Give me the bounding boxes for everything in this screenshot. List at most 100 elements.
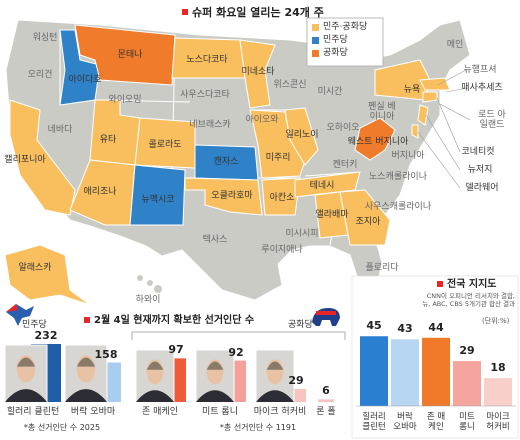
legend-label: 공화당 [323, 48, 348, 58]
state-label: 뉴욕 [403, 85, 421, 95]
state-region [59, 29, 101, 106]
state-label: 로드 아일랜드 [478, 110, 506, 130]
state-label: 아이오와 [245, 115, 279, 125]
candidate-body [196, 390, 234, 402]
delegate-value: 6 [322, 384, 330, 398]
state-label: 조지아 [355, 217, 381, 227]
x-tick-label: 존 매케인 [426, 412, 446, 432]
state-label: 미시간 [317, 87, 343, 97]
state-label: 위스콘신 [273, 80, 307, 90]
state-label: 펜실 베이니아 [368, 102, 396, 122]
x-tick-label: 미트 롬니 [459, 412, 475, 432]
legend-swatch [312, 37, 319, 44]
chart-subtitle: CNN이 오피니언 리서치와 결합, 뉴, ABC, CBS 5개기관 합산 결… [422, 292, 515, 308]
candidate-name: 마이크 허커비 [253, 407, 307, 417]
state-label: 텍사스 [202, 235, 228, 245]
state-label: 네브래스카 [189, 120, 231, 130]
legend-swatch [312, 50, 319, 57]
bar [453, 361, 481, 406]
chart-title: 전국 지지도 [447, 279, 497, 290]
state-label: 네바다 [47, 125, 73, 135]
state-region [239, 39, 276, 109]
delegate-value: 97 [168, 343, 184, 357]
state-region [261, 177, 301, 216]
party-label: 민주당 [22, 320, 47, 330]
bar [422, 337, 450, 406]
state-label: 뉴저지 [467, 165, 493, 175]
legend-label: 민주·공화당 [323, 22, 368, 32]
donkey-accent [6, 304, 18, 312]
candidate-hair [146, 361, 164, 370]
state-label: 미주리 [265, 153, 291, 163]
hawaii-island [137, 275, 143, 281]
candidate-name: 론 폴 [316, 407, 336, 417]
state-label: 알래스카 [18, 263, 52, 273]
state-label: 오하이오 [326, 123, 360, 133]
state-region [339, 189, 391, 246]
hawaii-island [154, 285, 162, 293]
candidate-body [256, 390, 294, 402]
candidate-name: 버락 오바마 [70, 407, 116, 417]
state-region [129, 164, 186, 226]
state-region [9, 99, 76, 216]
state-region [284, 107, 319, 166]
chart-title-marker [437, 281, 443, 287]
candidate-hair [206, 361, 224, 370]
candidate-body [136, 390, 174, 402]
title-marker [182, 9, 188, 15]
leader-line [437, 69, 467, 86]
delegate-value: 158 [94, 347, 118, 361]
delegate-value: 92 [228, 345, 244, 359]
bar [391, 339, 419, 406]
delegates-note: *총 선거인단 수 2025 [23, 423, 101, 432]
party-label: 공화당 [288, 320, 313, 330]
candidate-name: 미트 롬니 [202, 407, 238, 417]
state-label: 뉴멕시코 [141, 195, 175, 205]
state-label: 일리노이 [285, 130, 319, 140]
candidate-body [5, 389, 47, 402]
value-label: 45 [366, 319, 382, 333]
leader-line [425, 114, 461, 171]
delegates-note: *총 선거인단 수 1191 [219, 423, 297, 432]
state-label: 캘리포니아 [4, 155, 46, 165]
state-label: 플로리다 [365, 263, 399, 273]
state-label: 유타 [99, 135, 117, 145]
state-label: 아칸소 [269, 193, 295, 203]
map-title: 슈퍼 화요일 열리는 24개 주 [192, 6, 324, 19]
state-region [4, 244, 91, 306]
delegate-value: 29 [288, 373, 304, 387]
group-bracket [131, 331, 346, 340]
state-label: 몬태나 [117, 50, 143, 60]
section-marker [84, 317, 90, 323]
state-region [354, 117, 396, 161]
state-region [184, 177, 263, 216]
state-label: 미시시피 [285, 229, 319, 239]
state-label: 하와이 [135, 295, 161, 305]
state-label: 앨라배마 [315, 210, 349, 220]
state-label: 와이오밍 [108, 95, 142, 105]
state-region [417, 104, 429, 126]
bar [484, 378, 512, 406]
leader-line [436, 97, 461, 153]
value-label: 18 [490, 361, 506, 375]
state-label: 테네시 [309, 181, 335, 191]
state-region [422, 91, 438, 103]
state-label: 오클라호마 [211, 191, 253, 201]
candidate-hair [76, 357, 96, 367]
x-tick-label: 힐러리 클린턴 [362, 412, 386, 432]
value-label: 44 [428, 320, 444, 334]
state-label: 캔자스 [213, 157, 239, 167]
state-label: 노스캐롤라이나 [369, 172, 427, 182]
candidate-body [65, 389, 107, 402]
state-label: 버지니아 [391, 151, 425, 161]
state-label: 켄터키 [332, 160, 358, 170]
delegate-value: 232 [34, 329, 58, 342]
state-label: 애리조나 [83, 187, 117, 197]
candidate-hair [266, 361, 284, 370]
candidate-name: 존 매케인 [142, 407, 178, 417]
x-tick-label: 마이크 허커비 [486, 412, 510, 432]
state-label: 노스다코타 [186, 55, 228, 65]
state-label: 오리건 [27, 70, 53, 80]
leader-line [417, 131, 461, 189]
